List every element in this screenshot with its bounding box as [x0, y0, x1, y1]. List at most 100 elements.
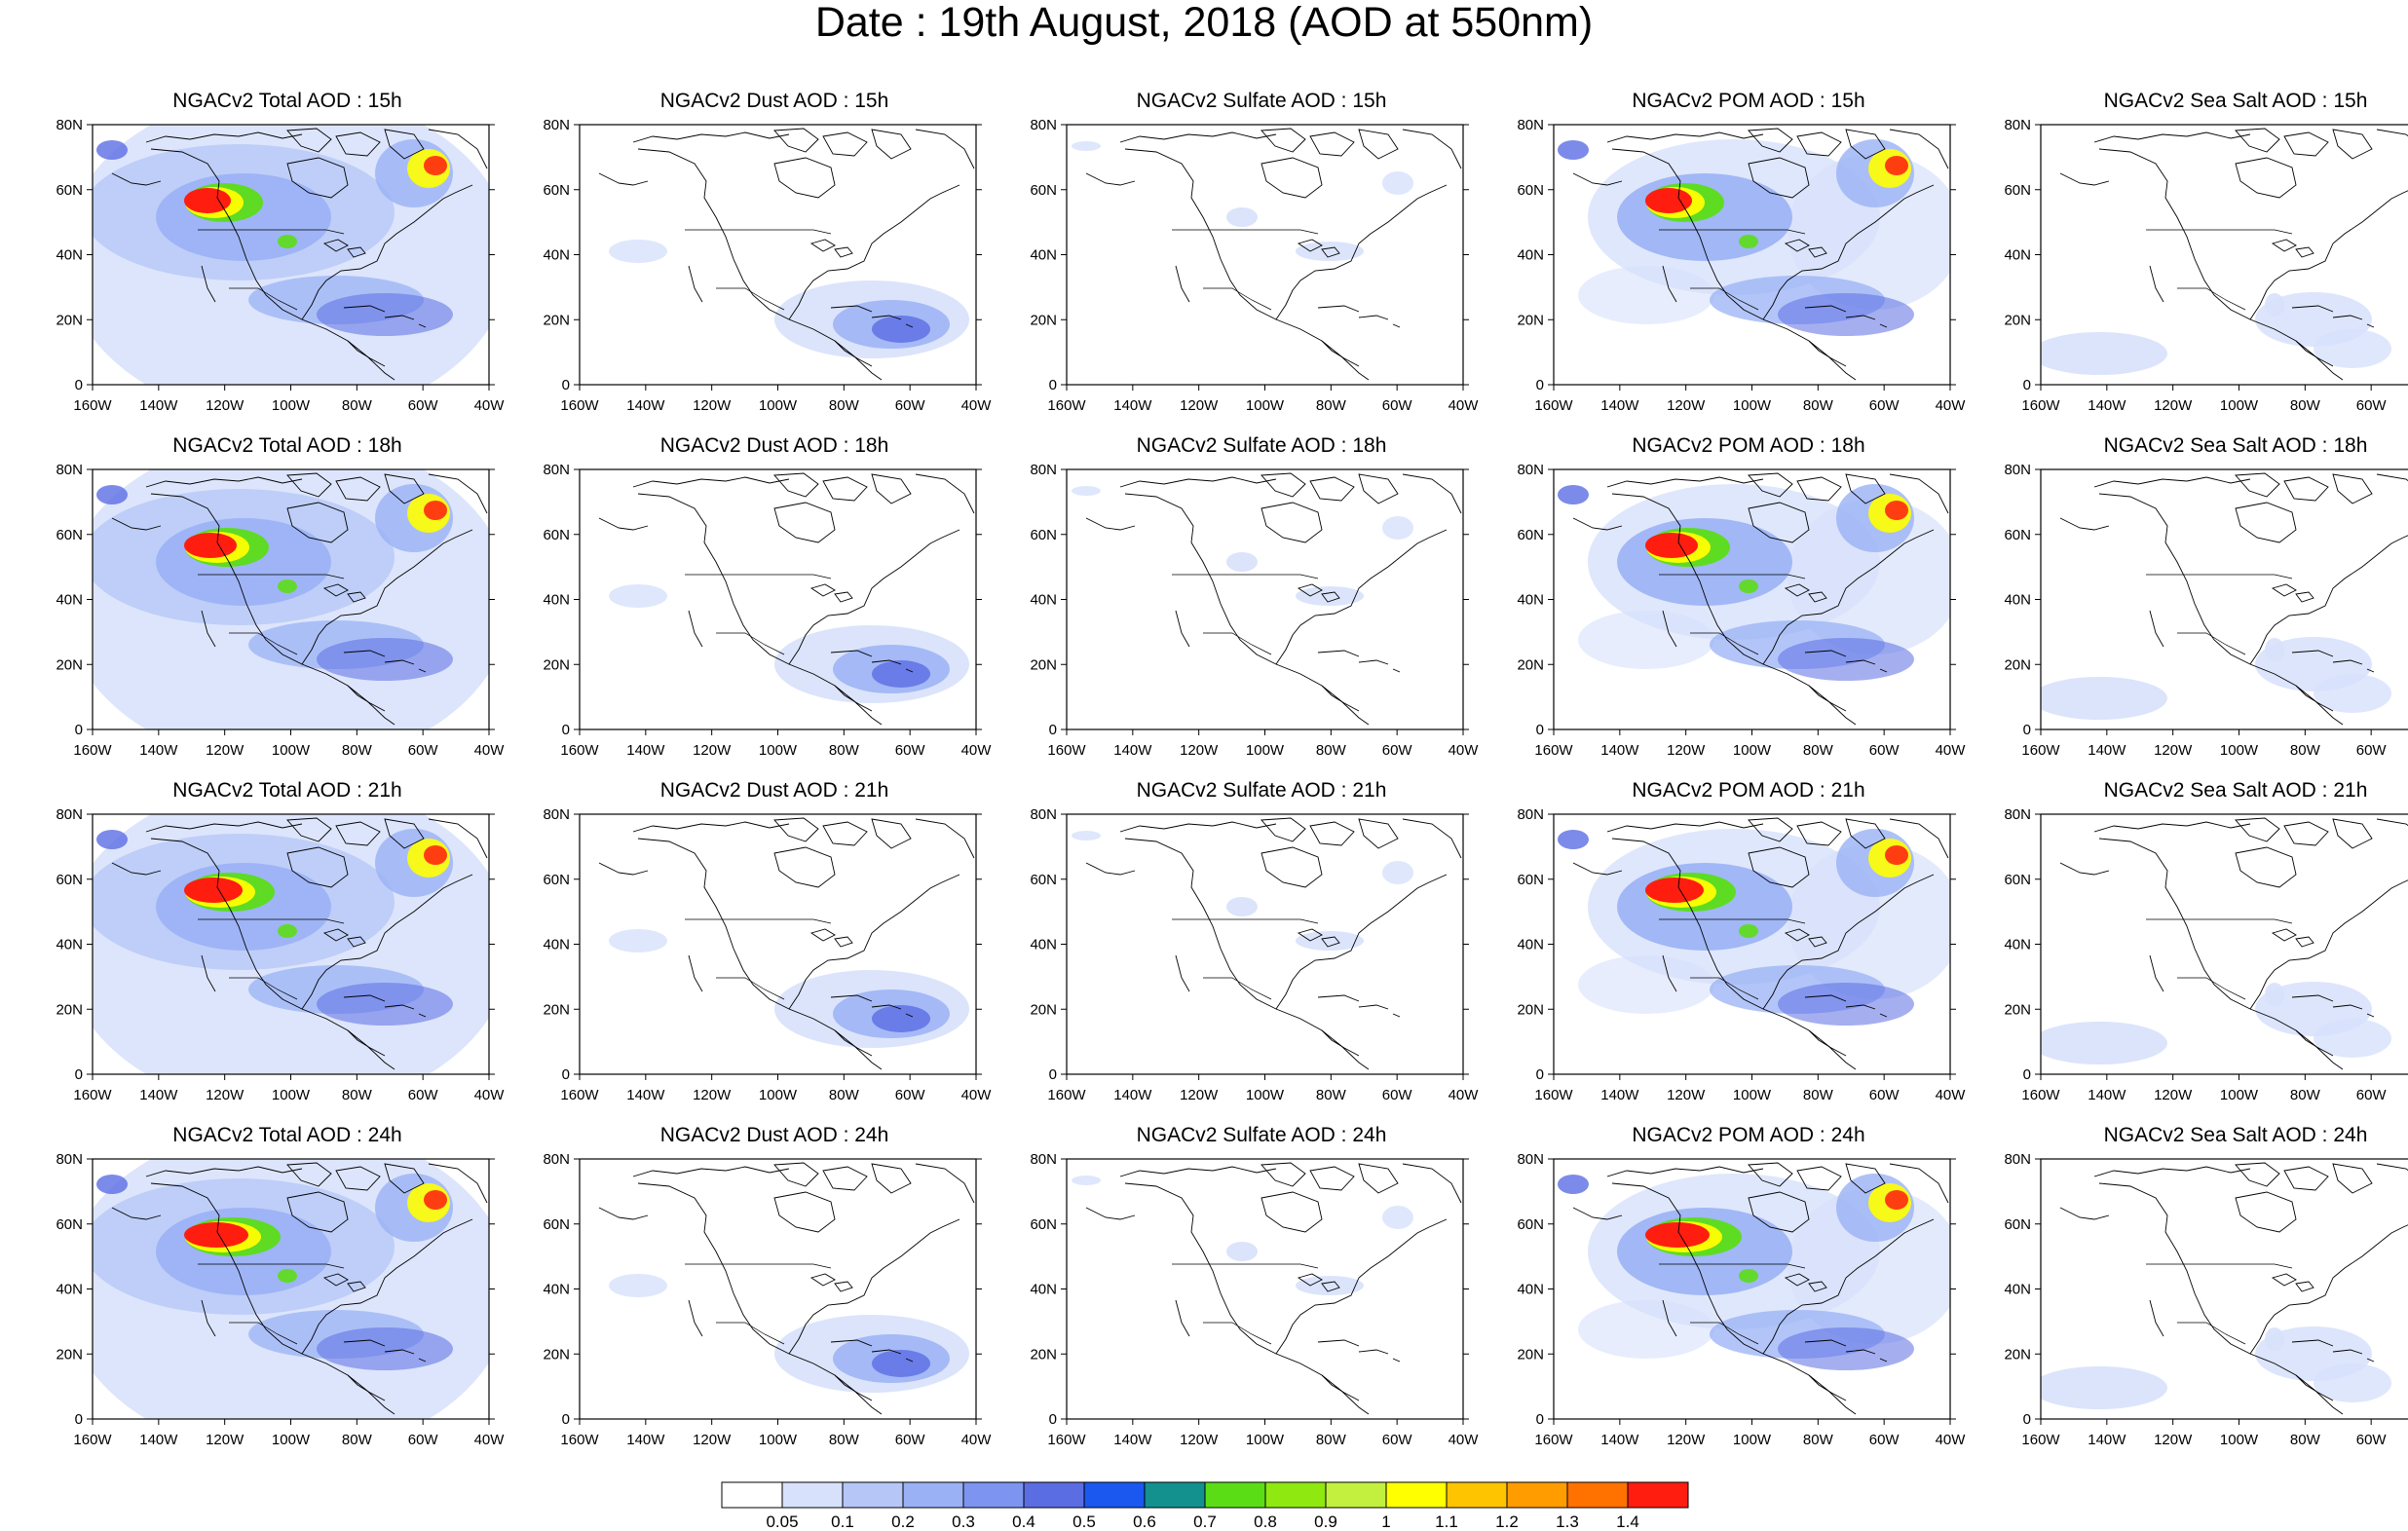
coastline — [773, 817, 819, 842]
coastline — [2283, 821, 2329, 846]
coastline — [632, 131, 790, 143]
coastline — [2059, 172, 2110, 186]
aod-field-region — [609, 584, 667, 608]
coastline — [2295, 1374, 2334, 1401]
latitude-label: 80N — [1517, 806, 1544, 823]
coastline — [1606, 476, 1764, 488]
coastline — [418, 1358, 427, 1363]
coastline — [871, 1349, 902, 1355]
longitude-label: 80W — [342, 397, 373, 414]
latitude-label: 20N — [543, 656, 570, 673]
map-panel: NGACv2 Sea Salt AOD : 18h 80N 60N 40N 20N 0 16… — [1992, 434, 2408, 780]
coastline — [1085, 1207, 1136, 1220]
longitude-label: 40W — [1449, 397, 1480, 414]
coastline — [2149, 1299, 2164, 1337]
coastline — [418, 668, 427, 673]
coastline — [1762, 529, 1935, 665]
latitude-label: 60N — [56, 872, 83, 888]
coastline — [1321, 1374, 1360, 1401]
colorbar-label: 1.2 — [1495, 1512, 1519, 1531]
longitude-label: 140W — [626, 1087, 665, 1103]
longitude-label: 60W — [1869, 1087, 1900, 1103]
longitude-label: 160W — [2021, 1087, 2060, 1103]
coastline — [773, 472, 819, 498]
coastline — [2271, 239, 2297, 252]
longitude-label: 160W — [1047, 397, 1086, 414]
coastline — [834, 591, 853, 603]
coastline — [1748, 846, 1810, 888]
latitude-label: 40N — [1517, 592, 1544, 609]
country-border — [229, 632, 298, 655]
coastline — [830, 650, 873, 657]
colorbar-swatch — [1506, 1481, 1568, 1509]
coastline — [1392, 668, 1401, 673]
latitude-label: 0 — [1049, 722, 1057, 738]
coastline — [322, 583, 349, 597]
aod-field-region — [317, 1327, 453, 1370]
coastline — [301, 529, 473, 665]
longitude-label: 60W — [408, 397, 439, 414]
longitude-label: 140W — [139, 1432, 178, 1448]
coastline — [2093, 131, 2251, 143]
panel-title: NGACv2 Sea Salt AOD : 18h — [2103, 434, 2368, 457]
longitude-label: 100W — [1246, 742, 1285, 759]
aod-field-region — [1578, 611, 1714, 669]
longitude-label: 60W — [1382, 742, 1413, 759]
coastline — [1889, 818, 1949, 859]
latitude-label: 0 — [2023, 1411, 2031, 1428]
aod-field-region — [1787, 499, 1950, 654]
coastline — [1402, 818, 1462, 859]
coastline — [418, 323, 427, 328]
latitude-label: 80N — [1030, 806, 1057, 823]
aod-field-region — [1296, 931, 1364, 951]
longitude-label: 140W — [2088, 1087, 2126, 1103]
coastline — [1402, 1163, 1462, 1204]
coastline — [1662, 1299, 1677, 1337]
coastline — [2235, 157, 2297, 199]
coastline — [343, 1339, 386, 1347]
coastline — [2249, 190, 2408, 320]
longitude-label: 120W — [1180, 397, 1219, 414]
colorbar-swatch — [1627, 1481, 1689, 1509]
latitude-label: 0 — [2023, 377, 2031, 393]
longitude-label: 60W — [1869, 1432, 1900, 1448]
coastline — [286, 472, 332, 498]
coastline — [384, 1163, 425, 1194]
country-border — [1203, 287, 1272, 311]
aod-field-region — [424, 845, 447, 865]
coastline — [1748, 1191, 1810, 1233]
coastline — [145, 821, 303, 833]
coastline — [830, 305, 873, 313]
latitude-label: 0 — [562, 1411, 570, 1428]
coastline — [2332, 1004, 2363, 1010]
longitude-label: 60W — [895, 742, 926, 759]
coastline — [2098, 493, 2344, 726]
coastline — [2332, 129, 2373, 160]
coastline — [343, 650, 386, 657]
longitude-label: 160W — [560, 397, 599, 414]
longitude-label: 100W — [272, 397, 311, 414]
coastline — [2291, 650, 2334, 657]
latitude-label: 20N — [1030, 656, 1057, 673]
coastline — [1402, 129, 1462, 169]
aod-field-region — [1296, 242, 1364, 261]
coastline — [834, 246, 853, 258]
coastline — [1297, 1273, 1323, 1287]
coastline — [347, 246, 366, 258]
latitude-label: 20N — [543, 1001, 570, 1018]
latitude-label: 80N — [1517, 1151, 1544, 1168]
aod-field-region — [2041, 1366, 2167, 1409]
coastline — [286, 817, 332, 842]
coastline — [2059, 517, 2110, 531]
coastline — [1845, 1349, 1876, 1355]
aod-field-region — [1226, 207, 1258, 227]
coastline — [1804, 1339, 1847, 1347]
latitude-label: 80N — [543, 806, 570, 823]
coastline — [773, 502, 836, 543]
country-border — [1690, 632, 1759, 655]
coastline — [1606, 821, 1764, 833]
